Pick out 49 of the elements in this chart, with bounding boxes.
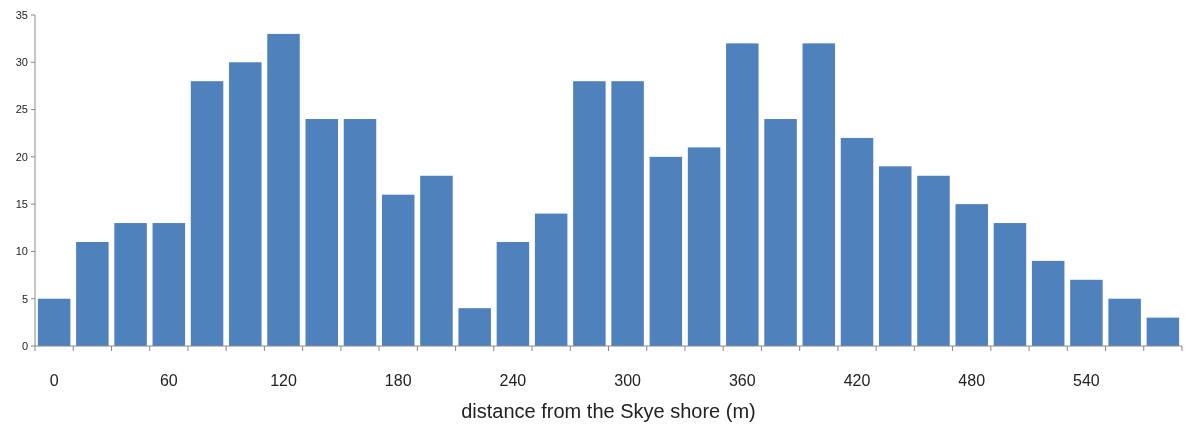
bar bbox=[305, 119, 338, 346]
x-tick-label: 60 bbox=[159, 372, 178, 389]
y-tick-label: 30 bbox=[15, 56, 28, 69]
bar bbox=[611, 81, 644, 346]
bar bbox=[917, 175, 950, 346]
bar bbox=[381, 194, 415, 346]
y-tick-label: 15 bbox=[15, 197, 28, 210]
bar bbox=[229, 62, 262, 346]
bar bbox=[649, 156, 683, 346]
bar bbox=[267, 33, 300, 346]
bar bbox=[993, 223, 1027, 346]
bar bbox=[76, 241, 109, 346]
bar bbox=[764, 119, 797, 346]
bar bbox=[879, 166, 912, 346]
bar bbox=[802, 43, 836, 346]
x-tick-label: 240 bbox=[499, 372, 527, 389]
x-axis-title: distance from the Skye shore (m) bbox=[461, 400, 756, 422]
x-tick-label: 480 bbox=[958, 372, 986, 389]
x-tick-label: 0 bbox=[49, 372, 59, 389]
y-tick-label: 35 bbox=[15, 8, 28, 21]
x-tick-label: 540 bbox=[1073, 372, 1100, 389]
bar bbox=[726, 43, 759, 346]
bar bbox=[420, 175, 453, 346]
bar bbox=[152, 223, 186, 346]
bar bbox=[573, 81, 606, 346]
x-tick-label: 180 bbox=[384, 372, 412, 389]
x-tick-label: 300 bbox=[614, 372, 642, 389]
y-tick-label: 5 bbox=[21, 292, 28, 305]
bar bbox=[190, 81, 224, 346]
bar bbox=[1031, 260, 1065, 346]
y-tick-label: 25 bbox=[15, 103, 28, 116]
bar bbox=[1146, 317, 1180, 346]
bar bbox=[1070, 279, 1103, 346]
y-tick-label: 10 bbox=[15, 245, 28, 258]
bar bbox=[343, 119, 377, 346]
bar bbox=[687, 147, 721, 346]
x-tick-label: 120 bbox=[270, 372, 297, 389]
bar bbox=[496, 241, 530, 346]
x-tick-label: 420 bbox=[843, 372, 871, 389]
bar bbox=[37, 298, 71, 346]
bar bbox=[114, 223, 147, 346]
bar bbox=[458, 308, 491, 346]
x-tick-label: 360 bbox=[728, 372, 756, 389]
bar bbox=[534, 213, 568, 346]
bar bbox=[955, 204, 988, 346]
bar bbox=[1108, 298, 1141, 346]
y-tick-label: 20 bbox=[15, 150, 28, 163]
y-tick-label: 0 bbox=[21, 339, 28, 352]
bar bbox=[840, 137, 874, 346]
